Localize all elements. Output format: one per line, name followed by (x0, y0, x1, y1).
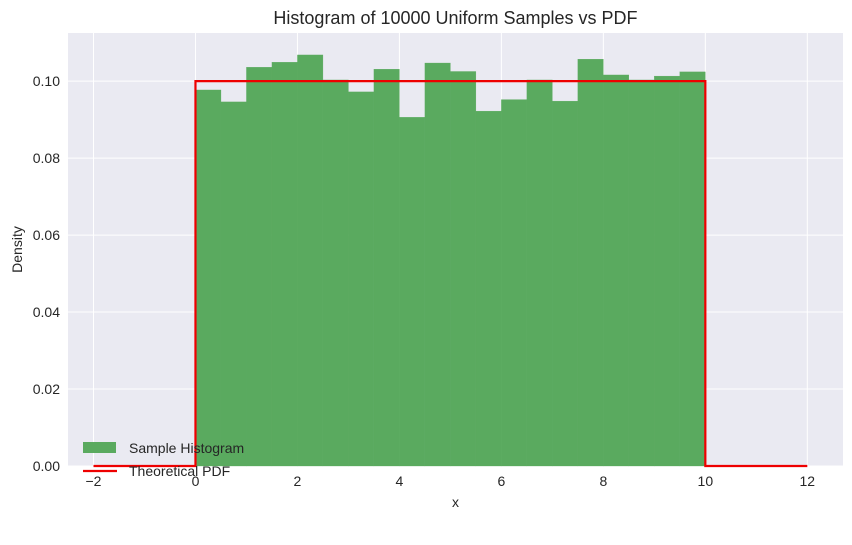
x-tick-label: 2 (294, 473, 302, 489)
x-axis-label: x (452, 494, 459, 510)
y-axis-label: Density (9, 226, 25, 273)
y-tick-label: 0.04 (33, 304, 60, 320)
histogram-bar (450, 71, 477, 467)
y-tick-label: 0.10 (33, 73, 60, 89)
y-tick-label: 0.06 (33, 227, 60, 243)
x-tick-label: 6 (497, 473, 505, 489)
histogram-bar (628, 79, 655, 467)
histogram-bar (348, 91, 375, 467)
histogram-bar (526, 79, 553, 467)
x-tick-label: 0 (192, 473, 200, 489)
legend: Sample Histogram Theoretical PDF (83, 440, 244, 479)
y-axis-ticks: 0.00 0.02 0.04 0.06 0.08 0.10 (33, 73, 60, 474)
histogram-bar (297, 54, 324, 467)
chart-title: Histogram of 10000 Uniform Samples vs PD… (273, 8, 637, 28)
legend-label-histogram: Sample Histogram (129, 440, 244, 456)
x-tick-label: 4 (396, 473, 404, 489)
histogram-bar (552, 100, 579, 467)
pdf-polyline (93, 80, 808, 468)
x-tick-label: 10 (698, 473, 714, 489)
histogram-bar (679, 71, 706, 467)
histogram-bar (271, 62, 298, 467)
legend-label-pdf: Theoretical PDF (129, 463, 230, 479)
histogram-bar (399, 117, 426, 467)
y-tick-label: 0.08 (33, 150, 60, 166)
x-tick-label: 12 (800, 473, 816, 489)
x-axis-ticks: −2 0 2 4 6 8 10 12 (86, 473, 816, 489)
histogram-bar (195, 89, 222, 467)
histogram-bars (195, 54, 706, 467)
histogram-bar (246, 67, 273, 467)
histogram-bar (220, 101, 247, 467)
histogram-bar (654, 75, 680, 467)
x-tick-label: −2 (86, 473, 102, 489)
legend-swatch-histogram (83, 442, 116, 453)
histogram-bar (424, 62, 451, 467)
histogram-bar (577, 59, 604, 467)
histogram-bar (373, 69, 400, 467)
pdf-line (93, 80, 808, 468)
histogram-bar (322, 79, 349, 467)
histogram-bar (475, 110, 502, 467)
x-tick-label: 8 (599, 473, 607, 489)
histogram-bar (603, 74, 630, 467)
histogram-bar (501, 99, 528, 467)
y-tick-label: 0.00 (33, 458, 60, 474)
y-tick-label: 0.02 (33, 381, 60, 397)
